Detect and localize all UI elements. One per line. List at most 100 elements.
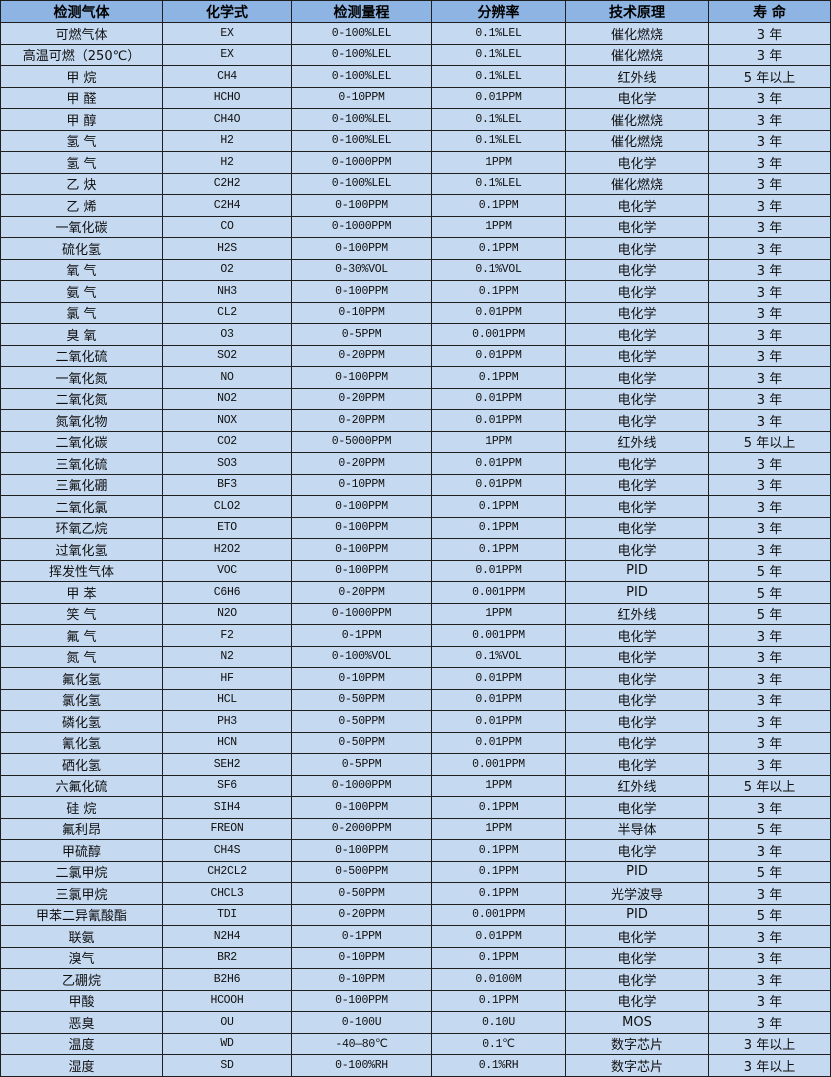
- cell-formula: SEH2: [162, 753, 292, 776]
- cell-gas-name: 甲 醛: [0, 86, 163, 109]
- table-row: 氨 气 NH3 0-100PPM 0.1PPM 电化学 3 年: [0, 280, 831, 303]
- table-row: 硫化氢 H2S 0-100PPM 0.1PPM 电化学 3 年: [0, 237, 831, 260]
- table-row: 恶臭 OU 0-100U 0.10U MOS 3 年: [0, 1011, 831, 1034]
- table-row: 氟利昂 FREON 0-2000PPM 1PPM 半导体 5 年: [0, 817, 831, 840]
- cell-principle: PID: [565, 559, 709, 582]
- cell-formula: CO2: [162, 430, 292, 453]
- cell-principle: 电化学: [565, 387, 709, 410]
- cell-principle: 半导体: [565, 817, 709, 840]
- cell-formula: SD: [162, 1054, 292, 1077]
- cell-range: 0-1000PPM: [291, 151, 432, 174]
- cell-resolution: 0.01PPM: [431, 452, 566, 475]
- cell-gas-name: 二氧化碳: [0, 430, 163, 453]
- cell-range: -40—80℃: [291, 1032, 432, 1055]
- header-resolution: 分辨率: [431, 0, 566, 23]
- table-row: 甲苯二异氰酸酯 TDI 0-20PPM 0.001PPM PID 5 年: [0, 903, 831, 926]
- cell-principle: 电化学: [565, 989, 709, 1012]
- cell-lifespan: 5 年以上: [708, 65, 831, 88]
- cell-lifespan: 3 年: [708, 688, 831, 711]
- cell-principle: 电化学: [565, 667, 709, 690]
- cell-range: 0-100PPM: [291, 796, 432, 819]
- cell-principle: 催化燃烧: [565, 172, 709, 195]
- cell-principle: PID: [565, 903, 709, 926]
- table-row: 二氯甲烷 CH2CL2 0-500PPM 0.1PPM PID 5 年: [0, 860, 831, 883]
- cell-resolution: 0.1PPM: [431, 280, 566, 303]
- cell-range: 0-100PPM: [291, 237, 432, 260]
- cell-gas-name: 高温可燃（250℃）: [0, 43, 163, 66]
- cell-resolution: 0.1PPM: [431, 839, 566, 862]
- cell-lifespan: 3 年: [708, 796, 831, 819]
- header-gas: 检测气体: [0, 0, 163, 23]
- cell-principle: PID: [565, 860, 709, 883]
- cell-formula: N2O: [162, 602, 292, 625]
- cell-gas-name: 磷化氢: [0, 710, 163, 733]
- cell-lifespan: 5 年以上: [708, 430, 831, 453]
- cell-range: 0-100PPM: [291, 559, 432, 582]
- cell-lifespan: 3 年: [708, 129, 831, 152]
- cell-gas-name: 乙 炔: [0, 172, 163, 195]
- table-row: 甲 醛 HCHO 0-10PPM 0.01PPM 电化学 3 年: [0, 86, 831, 109]
- cell-gas-name: 湿度: [0, 1054, 163, 1077]
- cell-range: 0-10PPM: [291, 667, 432, 690]
- cell-gas-name: 氯化氢: [0, 688, 163, 711]
- cell-gas-name: 乙 烯: [0, 194, 163, 217]
- cell-formula: H2: [162, 151, 292, 174]
- cell-resolution: 0.01PPM: [431, 688, 566, 711]
- cell-formula: BF3: [162, 473, 292, 496]
- cell-formula: N2H4: [162, 925, 292, 948]
- cell-range: 0-10PPM: [291, 86, 432, 109]
- cell-principle: 数字芯片: [565, 1032, 709, 1055]
- cell-principle: 电化学: [565, 968, 709, 991]
- table-row: 氟化氢 HF 0-10PPM 0.01PPM 电化学 3 年: [0, 667, 831, 690]
- table-row: 温度 WD -40—80℃ 0.1℃ 数字芯片 3 年以上: [0, 1032, 831, 1055]
- table-row: 乙硼烷 B2H6 0-10PPM 0.0100M 电化学 3 年: [0, 968, 831, 991]
- table-row: 二氧化硫 SO2 0-20PPM 0.01PPM 电化学 3 年: [0, 344, 831, 367]
- cell-lifespan: 3 年: [708, 731, 831, 754]
- cell-principle: 电化学: [565, 258, 709, 281]
- cell-principle: 电化学: [565, 624, 709, 647]
- cell-lifespan: 3 年: [708, 258, 831, 281]
- cell-principle: 电化学: [565, 194, 709, 217]
- cell-range: 0-100PPM: [291, 538, 432, 561]
- table-row: 甲酸 HCOOH 0-100PPM 0.1PPM 电化学 3 年: [0, 989, 831, 1012]
- cell-formula: TDI: [162, 903, 292, 926]
- cell-range: 0-30%VOL: [291, 258, 432, 281]
- cell-formula: WD: [162, 1032, 292, 1055]
- cell-lifespan: 3 年: [708, 387, 831, 410]
- cell-resolution: 0.10U: [431, 1011, 566, 1034]
- cell-formula: HCN: [162, 731, 292, 754]
- cell-formula: CH4O: [162, 108, 292, 131]
- cell-formula: CLO2: [162, 495, 292, 518]
- cell-lifespan: 3 年: [708, 172, 831, 195]
- table-row: 六氟化硫 SF6 0-1000PPM 1PPM 红外线 5 年以上: [0, 774, 831, 797]
- cell-principle: 电化学: [565, 796, 709, 819]
- cell-resolution: 1PPM: [431, 430, 566, 453]
- table-row: 三氯甲烷 CHCL3 0-50PPM 0.1PPM 光学波导 3 年: [0, 882, 831, 905]
- cell-resolution: 0.1PPM: [431, 860, 566, 883]
- cell-range: 0-1000PPM: [291, 602, 432, 625]
- cell-resolution: 0.1PPM: [431, 989, 566, 1012]
- cell-lifespan: 3 年: [708, 538, 831, 561]
- table-row: 二氧化碳 CO2 0-5000PPM 1PPM 红外线 5 年以上: [0, 430, 831, 453]
- table-row: 氯化氢 HCL 0-50PPM 0.01PPM 电化学 3 年: [0, 688, 831, 711]
- cell-range: 0-50PPM: [291, 710, 432, 733]
- cell-gas-name: 二氧化氮: [0, 387, 163, 410]
- cell-lifespan: 3 年: [708, 22, 831, 45]
- cell-formula: VOC: [162, 559, 292, 582]
- cell-formula: NO: [162, 366, 292, 389]
- table-row: 湿度 SD 0-100%RH 0.1%RH 数字芯片 3 年以上: [0, 1054, 831, 1077]
- cell-resolution: 0.01PPM: [431, 925, 566, 948]
- cell-gas-name: 甲硫醇: [0, 839, 163, 862]
- cell-formula: CHCL3: [162, 882, 292, 905]
- cell-lifespan: 3 年: [708, 86, 831, 109]
- cell-gas-name: 氢 气: [0, 151, 163, 174]
- cell-range: 0-100%VOL: [291, 645, 432, 668]
- cell-principle: 数字芯片: [565, 1054, 709, 1077]
- cell-range: 0-500PPM: [291, 860, 432, 883]
- cell-resolution: 0.01PPM: [431, 387, 566, 410]
- cell-gas-name: 氨 气: [0, 280, 163, 303]
- cell-formula: NH3: [162, 280, 292, 303]
- cell-lifespan: 3 年: [708, 710, 831, 733]
- table-row: 磷化氢 PH3 0-50PPM 0.01PPM 电化学 3 年: [0, 710, 831, 733]
- cell-range: 0-100%LEL: [291, 129, 432, 152]
